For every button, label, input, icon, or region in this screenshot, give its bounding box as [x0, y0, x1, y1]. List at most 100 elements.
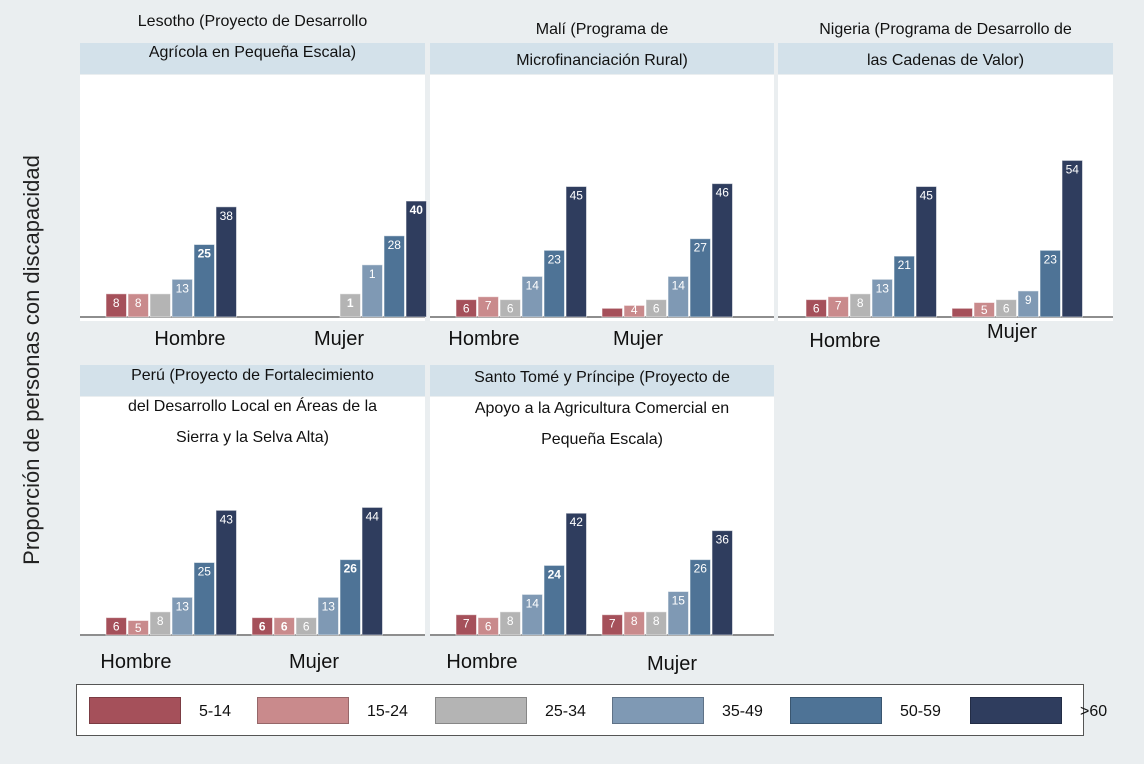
data-label: 1: [369, 267, 376, 281]
panel-title-band: [80, 365, 425, 396]
data-label: 6: [463, 302, 470, 316]
panel-title-line: Perú (Proyecto de Fortalecimiento: [131, 367, 374, 384]
data-label: 1: [347, 296, 354, 310]
bar-hombre-15-24: [827, 296, 849, 318]
data-label: 21: [898, 258, 912, 272]
x-tick-label: Hombre: [154, 328, 225, 350]
bar-mujer-50-59: [339, 559, 361, 636]
data-label: 6: [281, 620, 288, 634]
legend-label-15-24: 15-24: [367, 703, 408, 720]
panel-title-line: Nigeria (Programa de Desarrollo de: [819, 21, 1072, 38]
bar-mujer-60: [1061, 159, 1083, 318]
data-label: 6: [813, 302, 820, 316]
bar-mujer-50-59: [383, 235, 405, 318]
bar-mujer-60: [711, 183, 733, 318]
data-label: 14: [526, 278, 540, 292]
panel-title-line: del Desarrollo Local en Áreas de la: [127, 398, 378, 415]
data-label: 8: [857, 296, 864, 310]
data-label: 13: [322, 599, 336, 613]
data-label: 46: [716, 186, 730, 200]
data-label: 25: [198, 247, 212, 261]
bar-hombre-50-59: [193, 244, 215, 318]
data-label: 15: [672, 594, 686, 608]
data-label: 13: [876, 281, 890, 295]
bar-mujer-50-59: [689, 238, 711, 318]
panel-title: Perú (Proyecto de Fortalecimiento del Des…: [80, 360, 425, 453]
bar-hombre-5-14: [105, 293, 127, 318]
legend-swatch-50-59: [790, 697, 882, 724]
legend-swatch-15-24: [257, 697, 349, 724]
data-label: 24: [548, 567, 562, 581]
bar-hombre-15-24: [477, 617, 499, 636]
bar-mujer-5-14: [251, 617, 273, 636]
bar-hombre-50-59: [893, 255, 915, 318]
x-tick-label: Mujer: [289, 651, 339, 673]
data-label: 6: [1003, 302, 1010, 316]
bar-mujer-25-34: [645, 611, 667, 636]
legend-label-60-plus: >60: [1080, 703, 1108, 720]
data-label: 6: [303, 620, 310, 634]
bar-hombre-50-59: [543, 249, 565, 318]
data-label: 6: [485, 620, 492, 634]
bar-hombre-60: [565, 186, 587, 318]
bar-mujer-15-24: [623, 611, 645, 636]
legend-label-25-34: 25-34: [545, 703, 586, 720]
bar-hombre-35-49: [521, 593, 543, 636]
panel-title-band: [778, 43, 1113, 74]
legend-swatch-5-14: [89, 697, 181, 724]
bar-hombre-25-34: [849, 293, 871, 318]
bar-hombre-25-34: [499, 299, 521, 318]
bar-hombre-35-49: [171, 278, 193, 318]
bar-hombre-35-49: [171, 596, 193, 636]
data-label: 54: [1066, 162, 1080, 176]
bar-hombre-25-34: [499, 611, 521, 636]
data-label: 7: [485, 299, 492, 313]
data-label: 44: [366, 509, 380, 523]
bar-hombre-5-14: [805, 299, 827, 318]
data-label: 5: [135, 621, 142, 635]
data-label: 8: [631, 614, 638, 628]
x-tick-label: Mujer: [987, 321, 1037, 343]
panel-title-line: Sierra y la Selva Alta): [176, 429, 329, 446]
panel-title-line: Malí (Programa de: [535, 21, 669, 38]
data-label: 14: [526, 596, 540, 610]
legend-swatch-25-34: [435, 697, 527, 724]
data-label: 6: [507, 302, 514, 316]
bar-hombre-60: [215, 206, 237, 318]
data-label: 43: [220, 512, 234, 526]
bar-hombre-15-24: [477, 296, 499, 318]
data-label: 6: [259, 620, 266, 634]
x-tick-label: Mujer: [613, 328, 663, 350]
bar-hombre-25-34: [149, 611, 171, 636]
data-label: 6: [653, 302, 660, 316]
data-label: 14: [672, 278, 686, 292]
legend-swatch-35-49: [612, 697, 704, 724]
data-label: 7: [609, 617, 616, 631]
data-label: 8: [135, 296, 142, 310]
bar-mujer-25-34: [295, 617, 317, 636]
bar-mujer-25-34: [339, 293, 361, 318]
data-label: 13: [176, 599, 190, 613]
bar-mujer-15-24: [973, 302, 995, 318]
bar-mujer-35-49: [1017, 290, 1039, 318]
data-label: 5: [981, 303, 988, 317]
panel-title: Malí (Programa de Microfinanciación Rural…: [430, 14, 774, 76]
bar-hombre-5-14: [455, 614, 477, 636]
data-label: 45: [920, 189, 934, 203]
bar-mujer-60: [711, 530, 733, 636]
panel-title-band: [430, 365, 774, 396]
data-label: 28: [388, 238, 402, 252]
legend-swatch-60-plus: [970, 697, 1062, 724]
data-label: 42: [570, 515, 584, 529]
panel-title-line: las Cadenas de Valor): [866, 52, 1025, 69]
data-label: 8: [113, 296, 120, 310]
bar-mujer-35-49: [361, 264, 383, 318]
data-label: 27: [694, 241, 708, 255]
bar-hombre-50-59: [193, 562, 215, 636]
data-label: 6: [113, 620, 120, 634]
legend-label-35-49: 35-49: [722, 703, 763, 720]
bar-mujer-60: [361, 506, 383, 636]
data-label: 23: [1044, 252, 1058, 266]
panel-title: Santo Tomé y Príncipe (Proyecto de Apoyo …: [430, 362, 774, 455]
